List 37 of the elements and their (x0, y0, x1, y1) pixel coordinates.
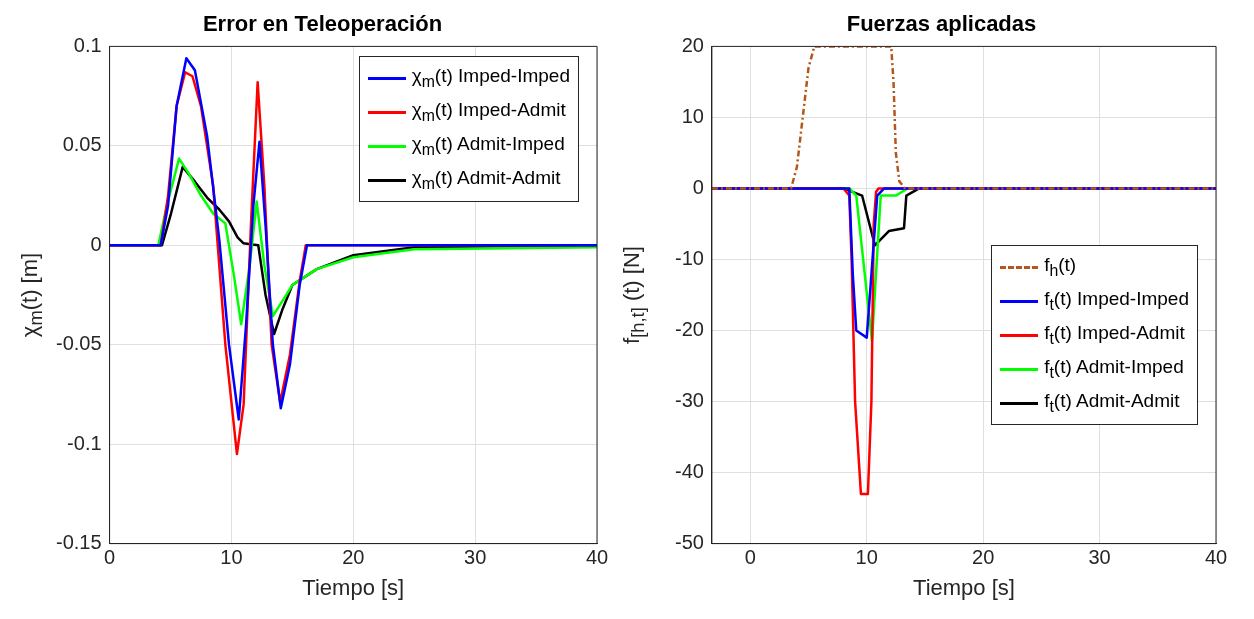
y-tick-label: -40 (675, 460, 704, 483)
x-tick-label: 0 (744, 546, 756, 569)
x-axis-title: Tiempo [s] (913, 574, 1015, 600)
y-tick-label: -10 (675, 247, 704, 269)
y-tick-label: 0.1 (73, 33, 102, 56)
y-tick-label: 20 (681, 33, 704, 56)
legend-label: f$_{h}$(t) (1044, 254, 1077, 280)
x-axis-title: Tiempo [s] (302, 574, 405, 600)
chart-title: Fuerzas aplicadas (846, 11, 1037, 37)
y-tick-label: 0.05 (62, 133, 102, 156)
y-tick-label: -30 (675, 389, 704, 412)
y-tick-label: -0.15 (55, 531, 102, 554)
x-tick-label: 10 (220, 546, 243, 569)
y-tick-label: 10 (681, 104, 704, 127)
y-tick-label: -50 (675, 531, 704, 554)
x-tick-label: 40 (585, 546, 609, 569)
legend-label: χ$_{m}$(t) Imped-Admit (411, 99, 566, 126)
y-tick-label: 0 (692, 175, 704, 198)
x-tick-label: 40 (1204, 546, 1228, 569)
legend-label: χ$_{m}$(t) Admit-Imped (411, 133, 565, 160)
legend-label: f$_{t}$(t) Imped-Admit (1044, 322, 1185, 348)
x-tick-label: 10 (855, 546, 878, 569)
x-tick-label: 30 (464, 546, 487, 569)
x-tick-label: 20 (342, 546, 365, 569)
x-tick-label: 0 (104, 546, 116, 569)
legend-label: f$_{t}$(t) Imped-Imped (1044, 288, 1189, 314)
y-tick-label: -0.05 (55, 332, 102, 355)
legend-label: f$_{t}$(t) Admit-Admit (1044, 390, 1180, 416)
x-tick-label: 30 (1088, 546, 1111, 569)
y-tick-label: 0 (90, 232, 102, 255)
legend-label: f$_{t}$(t) Admit-Imped (1044, 356, 1184, 382)
y-tick-label: -0.1 (67, 431, 102, 454)
chart-title: Error en Teleoperación (202, 11, 443, 37)
legend-label: χ$_{m}$(t) Imped-Imped (411, 65, 570, 92)
legend-label: χ$_{m}$(t) Admit-Admit (411, 167, 561, 194)
x-tick-label: 20 (972, 546, 995, 569)
y-tick-label: -20 (675, 318, 704, 341)
